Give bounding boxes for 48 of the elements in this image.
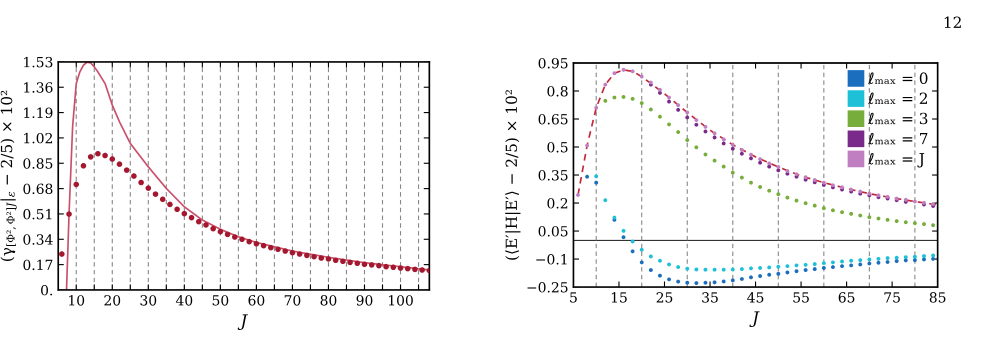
x-tick-label: 50 (212, 295, 228, 306)
x-tick-label: 80 (320, 295, 336, 306)
y-tick-label: 0.95 (538, 58, 568, 68)
y-tick-label: 0.65 (538, 114, 568, 124)
y-tick-label: 1.53 (24, 56, 52, 68)
y-tick-label: −0.1 (536, 254, 567, 265)
legend-label: ℓₘₐₓ = J (868, 152, 924, 168)
x-tick-label: 75 (884, 292, 900, 303)
y-axis-title: (⟨E′|H|E′⟩ − 2/5) × 10² (505, 90, 520, 260)
text: 12 (944, 16, 961, 28)
x-tick-label: 55 (793, 292, 809, 303)
x-tick-label: 100 (388, 295, 413, 306)
y-tick-label: 0.51 (23, 208, 52, 220)
legend-label: ℓₘₐₓ = 3 (868, 112, 928, 124)
x-tick-label: 5 (570, 292, 577, 303)
y-tick-label: 0.34 (23, 234, 53, 245)
y-tick-label: 0.8 (547, 86, 568, 96)
x-axis-title: J (749, 311, 760, 328)
x-tick-label: 15 (612, 292, 627, 303)
y-tick-label: 0.17 (23, 260, 52, 270)
x-tick-label: 60 (248, 295, 264, 306)
x-tick-label: 40 (176, 295, 192, 306)
x-tick-label: 30 (140, 295, 156, 306)
y-tick-label: 0.68 (23, 184, 52, 194)
y-tick-label: 1.19 (24, 108, 52, 118)
x-tick-label: 10 (69, 295, 84, 306)
x-tick-label: 25 (656, 292, 672, 303)
y-tick-label: 0.2 (547, 198, 568, 209)
legend-label: ℓₘₐₓ = 7 (868, 132, 928, 144)
x-tick-label: 45 (747, 292, 764, 303)
x-tick-label: 35 (702, 292, 718, 303)
legend-label: ℓₘₐₓ = 2 (868, 92, 927, 104)
y-tick-label: 0.5 (547, 142, 568, 152)
legend-label: ℓₘₐₓ = 0 (868, 72, 928, 84)
y-tick-label: 0.85 (23, 158, 52, 169)
y-tick-label: 0.35 (538, 170, 568, 180)
y-axis-title: (γ$_{[Φ²,Φ²]J}$|$_{ε}$ − 2/5) × 10² (0, 90, 17, 261)
y-tick-label: 0.05 (538, 226, 568, 237)
y-tick-label: 0. (41, 284, 52, 296)
y-tick-label: −0.25 (527, 282, 568, 293)
x-tick-label: 85 (930, 292, 946, 303)
y-tick-label: 1.02 (24, 132, 52, 144)
x-tick-label: 70 (284, 295, 300, 306)
x-tick-label: 20 (104, 295, 120, 306)
y-tick-label: 1.36 (24, 82, 52, 93)
x-tick-label: 65 (838, 292, 854, 303)
x-axis-title: J (238, 314, 248, 330)
x-tick-label: 90 (356, 295, 372, 306)
